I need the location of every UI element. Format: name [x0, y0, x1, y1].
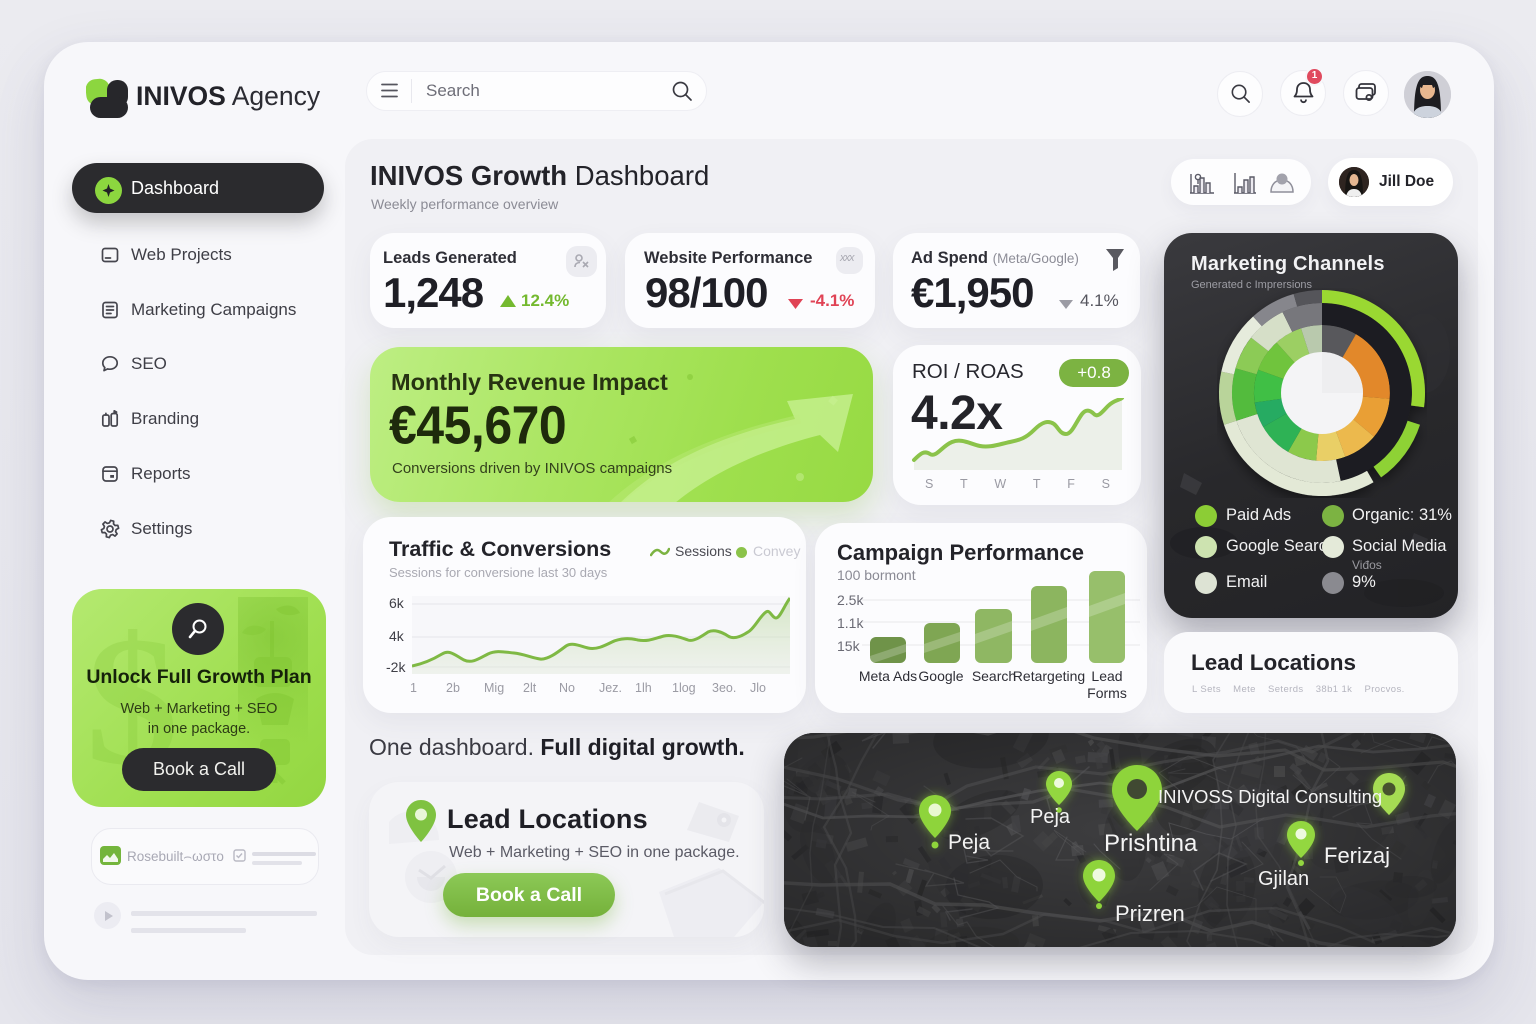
svg-text:Prizren: Prizren	[1115, 901, 1185, 926]
svg-text:INIVOSS Digital Consulting: INIVOSS Digital Consulting	[1158, 786, 1382, 807]
svg-text:Peja: Peja	[1030, 806, 1071, 828]
svg-text:Gjilan: Gjilan	[1258, 868, 1309, 890]
svg-text:Prishtina: Prishtina	[1104, 830, 1198, 857]
svg-text:Peja: Peja	[948, 831, 990, 854]
svg-text:Ferizaj: Ferizaj	[1324, 843, 1390, 868]
